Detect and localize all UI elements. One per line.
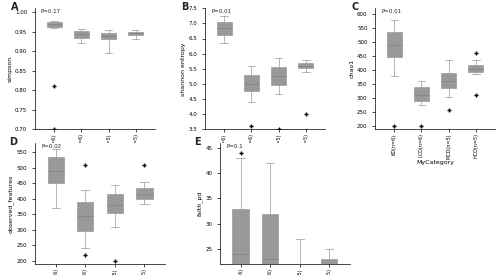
X-axis label: MyCategory: MyCategory (246, 160, 284, 165)
PathPatch shape (262, 214, 278, 275)
PathPatch shape (48, 157, 64, 183)
Text: P=0.02: P=0.02 (42, 144, 62, 149)
Text: P=0.1: P=0.1 (226, 144, 243, 149)
Text: E: E (194, 137, 200, 147)
Text: C: C (352, 2, 358, 12)
Text: A: A (11, 2, 18, 12)
PathPatch shape (46, 22, 62, 27)
X-axis label: MyCategory: MyCategory (76, 160, 114, 165)
Y-axis label: faith_pd: faith_pd (196, 191, 202, 216)
PathPatch shape (244, 75, 259, 91)
PathPatch shape (232, 208, 248, 275)
Text: P=0.01: P=0.01 (211, 9, 231, 15)
X-axis label: MyCategory: MyCategory (416, 160, 454, 165)
PathPatch shape (271, 67, 286, 85)
Text: D: D (9, 137, 17, 147)
Y-axis label: observed_features: observed_features (8, 174, 14, 233)
Text: P=0.01: P=0.01 (381, 9, 402, 15)
PathPatch shape (101, 33, 116, 40)
PathPatch shape (136, 188, 152, 199)
Text: B: B (181, 2, 188, 12)
PathPatch shape (321, 259, 338, 275)
Text: P=0.17: P=0.17 (41, 9, 61, 15)
Y-axis label: chao1: chao1 (350, 59, 354, 78)
PathPatch shape (387, 32, 402, 57)
PathPatch shape (128, 32, 143, 35)
PathPatch shape (441, 73, 456, 89)
PathPatch shape (292, 264, 308, 275)
PathPatch shape (414, 87, 429, 101)
PathPatch shape (298, 63, 314, 68)
PathPatch shape (77, 202, 94, 232)
PathPatch shape (106, 194, 123, 213)
Y-axis label: shannon entropy: shannon entropy (181, 42, 186, 95)
PathPatch shape (468, 65, 483, 72)
PathPatch shape (216, 22, 232, 35)
PathPatch shape (74, 31, 89, 37)
Y-axis label: simpson: simpson (8, 56, 12, 82)
